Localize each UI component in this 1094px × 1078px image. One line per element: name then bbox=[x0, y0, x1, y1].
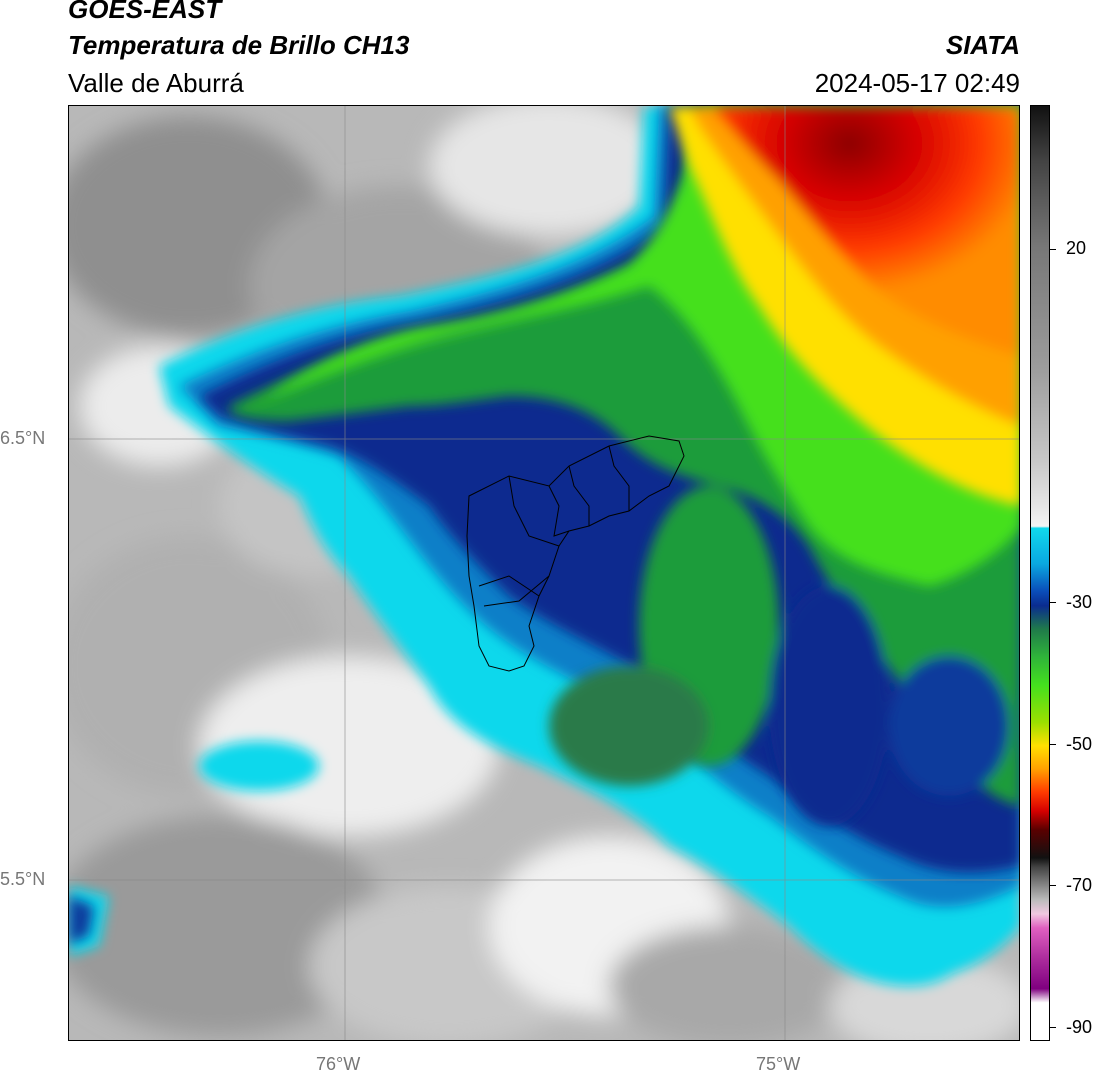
colorbar-tick-minus30: -30 bbox=[1066, 592, 1093, 612]
x-tick-75w: 75°W bbox=[756, 1054, 801, 1074]
colorbar-tick-minus90: -90 bbox=[1066, 1017, 1093, 1037]
municipal-boundaries bbox=[466, 435, 685, 672]
x-tick-76w: 76°W bbox=[316, 1054, 361, 1074]
colorbar-tick-minus70: -70 bbox=[1066, 875, 1093, 895]
satellite-title: GOES-EAST bbox=[68, 0, 222, 24]
satellite-map[interactable] bbox=[68, 105, 1020, 1041]
region-subtitle: Valle de Aburrá bbox=[68, 68, 244, 98]
brightness-temperature-image bbox=[69, 106, 1019, 1040]
colorbar-tick-20: 20 bbox=[1066, 238, 1087, 258]
product-title: Temperatura de Brillo CH13 bbox=[68, 30, 410, 60]
colorbar-tick-minus50: -50 bbox=[1066, 734, 1093, 754]
datetime-label: 2024-05-17 02:49 bbox=[814, 68, 1020, 98]
y-tick-6-5n: 6.5°N bbox=[0, 428, 46, 448]
colorbar bbox=[1030, 105, 1050, 1041]
org-label: SIATA bbox=[945, 30, 1020, 60]
y-tick-5-5n: 5.5°N bbox=[0, 869, 46, 889]
